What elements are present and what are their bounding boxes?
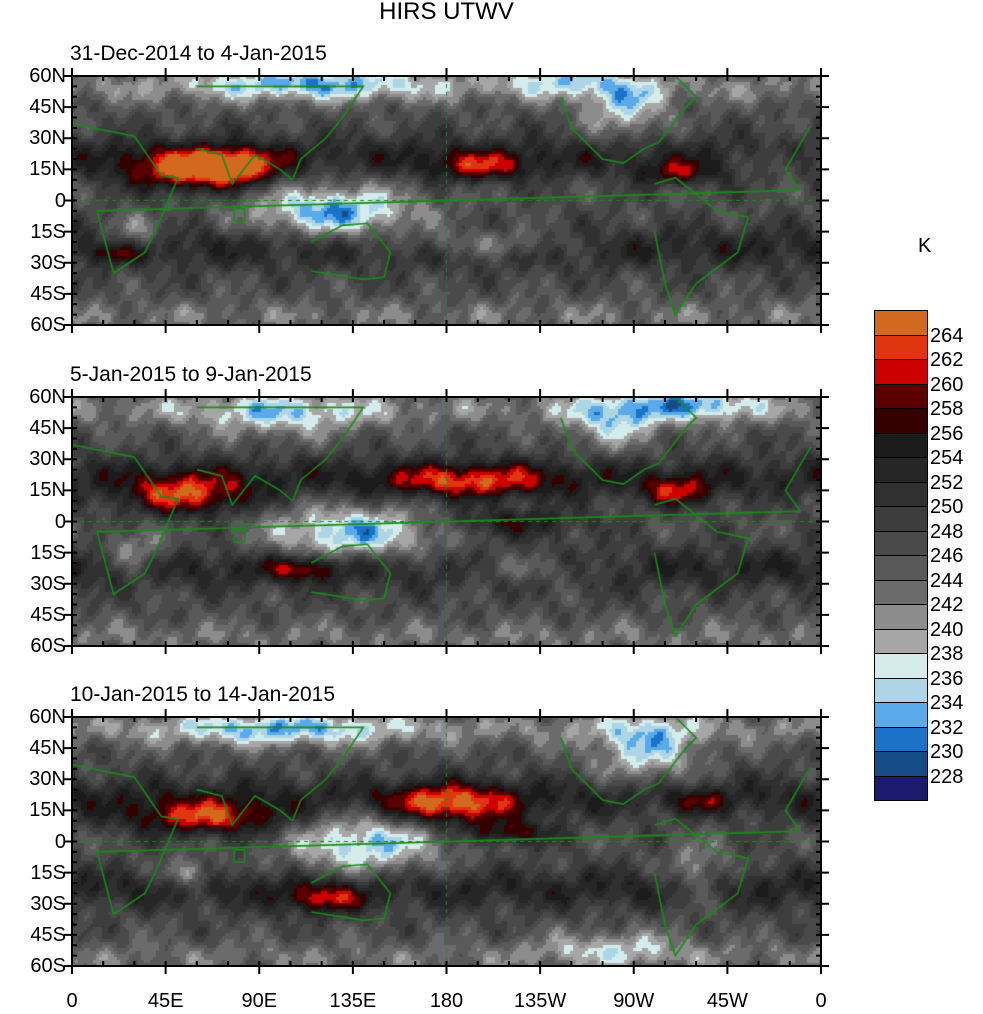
axes-frame — [64, 68, 829, 333]
colorbar-label: 248 — [930, 520, 964, 543]
heatmap-field — [72, 397, 821, 646]
colorbar-label: 244 — [930, 569, 964, 592]
x-tick-label: 90E — [241, 990, 278, 1012]
y-tick-label: 60N — [29, 65, 66, 87]
y-tick-label: 45S — [30, 603, 66, 626]
axis-ticks — [64, 389, 829, 654]
y-tick-label: 15S — [30, 861, 66, 884]
colorbar-label: 238 — [930, 643, 964, 665]
y-tick-label: 45N — [29, 417, 66, 440]
map-panel-3 — [64, 709, 829, 974]
colorbar-swatch — [874, 334, 928, 360]
x-tick-label: 0 — [815, 990, 827, 1012]
y-tick-label: 45S — [30, 923, 66, 946]
colorbar-label: 242 — [930, 594, 964, 616]
colorbar-swatch — [874, 359, 928, 385]
y-tick-label: 15S — [30, 220, 66, 243]
colorbar-swatch — [874, 310, 928, 336]
x-tick-label: 45E — [147, 990, 184, 1012]
y-tick-label: 45S — [30, 282, 66, 305]
colorbar-label: 232 — [930, 716, 964, 739]
colorbar-label: 262 — [930, 349, 964, 371]
colorbar-swatch — [874, 506, 928, 532]
colorbar-swatch — [874, 726, 928, 752]
colorbar-swatch — [874, 702, 928, 728]
colorbar-swatch — [874, 481, 928, 507]
colorbar-label: 240 — [930, 618, 964, 641]
colorbar-swatch — [874, 457, 928, 483]
panel-title-1: 31-Dec-2014 to 4-Jan-2015 — [70, 42, 327, 65]
colorbar-swatch — [874, 432, 928, 458]
y-tick-label: 45N — [29, 96, 66, 119]
colorbar-swatch — [874, 653, 928, 679]
x-tick-label: 45W — [706, 990, 748, 1012]
colorbar-swatch — [874, 408, 928, 434]
axis-ticks — [64, 68, 829, 333]
colorbar — [874, 310, 928, 801]
y-tick-label: 0 — [54, 510, 66, 533]
panel-title-3: 10-Jan-2015 to 14-Jan-2015 — [70, 683, 336, 706]
colorbar-label: 264 — [930, 324, 964, 347]
colorbar-swatch — [874, 555, 928, 581]
colorbar-label: 254 — [930, 447, 964, 469]
y-tick-label: 60S — [30, 314, 66, 336]
y-tick-label: 0 — [54, 830, 66, 853]
y-tick-label: 15N — [29, 799, 66, 822]
y-tick-label: 30N — [29, 127, 66, 150]
y-tick-label: 60S — [30, 635, 66, 657]
x-tick-label: 90W — [613, 990, 655, 1012]
panel-title-2: 5-Jan-2015 to 9-Jan-2015 — [70, 363, 312, 386]
colorbar-label: 250 — [930, 496, 964, 518]
x-tick-label: 180 — [429, 990, 464, 1012]
y-tick-label: 0 — [54, 189, 66, 212]
colorbar-swatch — [874, 579, 928, 605]
colorbar-swatch — [874, 383, 928, 409]
colorbar-swatch — [874, 751, 928, 777]
colorbar-label: 258 — [930, 398, 964, 420]
axes-frame — [64, 389, 829, 654]
axes-frame — [64, 709, 829, 974]
y-tick-label: 60N — [29, 386, 66, 408]
y-tick-label: 60S — [30, 955, 66, 977]
colorbar-swatch — [874, 604, 928, 630]
y-tick-label: 30S — [30, 251, 66, 274]
heatmap-field — [72, 76, 821, 325]
y-tick-label: 15N — [29, 479, 66, 502]
y-tick-label: 30S — [30, 892, 66, 915]
colorbar-swatch — [874, 628, 928, 654]
colorbar-label: 228 — [930, 765, 964, 788]
y-tick-label: 30N — [29, 768, 66, 791]
colorbar-label: 246 — [930, 545, 964, 567]
y-tick-label: 30S — [30, 572, 66, 595]
axis-ticks — [64, 709, 829, 974]
map-panel-1 — [64, 68, 829, 333]
colorbar-label: 256 — [930, 422, 964, 445]
colorbar-label: 230 — [930, 741, 964, 763]
x-tick-label: 135E — [329, 990, 377, 1012]
colorbar-label: 260 — [930, 373, 964, 396]
colorbar-swatch — [874, 775, 928, 801]
colorbar-label: 252 — [930, 471, 964, 494]
y-tick-label: 45N — [29, 737, 66, 760]
colorbar-swatch — [874, 677, 928, 703]
colorbar-label: 234 — [930, 692, 964, 714]
x-tick-label: 0 — [66, 990, 78, 1012]
y-tick-label: 60N — [29, 706, 66, 728]
unit-label: K — [918, 235, 932, 257]
x-tick-label: 135W — [514, 990, 567, 1012]
colorbar-label: 236 — [930, 667, 964, 690]
map-panel-2 — [64, 389, 829, 654]
colorbar-swatch — [874, 530, 928, 556]
chart-title: HIRS UTWV — [379, 0, 514, 25]
y-tick-label: 15N — [29, 158, 66, 181]
heatmap-field — [72, 717, 821, 966]
y-tick-label: 30N — [29, 448, 66, 471]
y-tick-label: 15S — [30, 541, 66, 564]
